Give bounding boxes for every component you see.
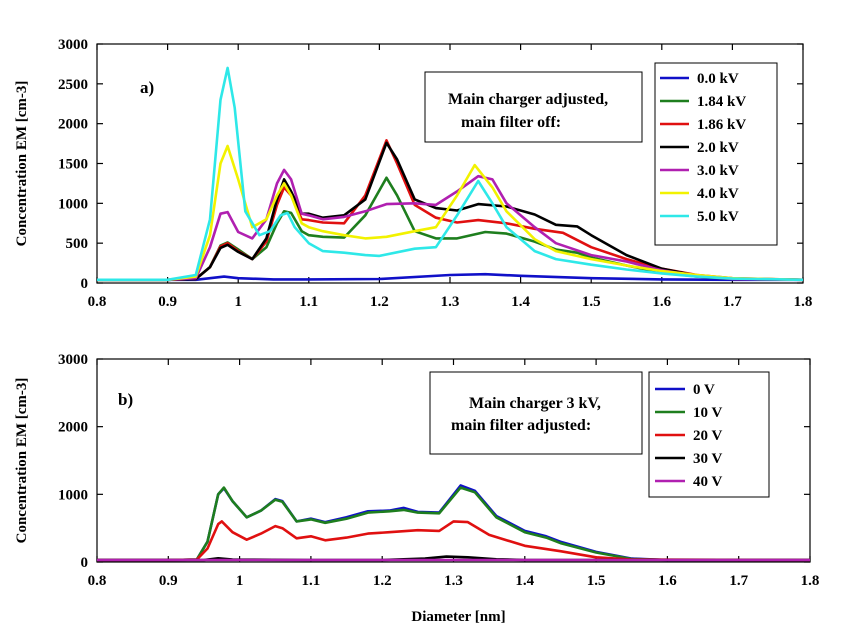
x-tick-label: 0.9	[158, 294, 177, 310]
x-tick-label: 0.8	[88, 294, 107, 310]
x-tick-label: 1.6	[652, 294, 671, 310]
y-tick-label: 2500	[58, 77, 88, 93]
annotation-text: Main charger adjusted,	[448, 91, 608, 108]
x-tick-label: 1.2	[373, 573, 392, 589]
panel-label: b)	[118, 390, 133, 409]
x-tick-label: 0.9	[159, 573, 178, 589]
x-tick-label: 1.6	[658, 573, 677, 589]
series-line-0-0-kv	[97, 272, 803, 282]
x-tick-label: 1.7	[729, 573, 748, 589]
annotation-text: Main charger 3 kV,	[469, 395, 601, 412]
legend-entry: 4.0 kV	[697, 186, 739, 202]
legend: 0 V 10 V 20 V 30 V 40 V	[648, 371, 770, 498]
x-tick-label: 1.1	[299, 294, 318, 310]
y-tick-label: 2000	[58, 420, 88, 436]
x-tick-label: 1.2	[370, 294, 389, 310]
legend-entry: 0 V	[693, 382, 715, 398]
series-line-4-0-kv	[97, 144, 803, 282]
y-tick-label: 1000	[58, 487, 88, 503]
chart-panel-b: 0.8 0.9 1 1.1 1.2 1.3 1.4 1.5 1.6 1.7 1.8 0 1000 2000…	[14, 352, 819, 625]
legend-entry: 1.84 kV	[697, 94, 746, 110]
chart-panel-a: 0.8 0.9 1 1.1 1.2 1.3 1.4 1.5 1.6 1.7 1.8 0 500 1000 1…	[14, 37, 812, 310]
series-line-20-v	[97, 520, 810, 562]
legend-entry: 0.0 kV	[697, 71, 739, 87]
series-group	[97, 484, 810, 562]
x-tick-label: 0.8	[88, 573, 107, 589]
annotation-text: main filter adjusted:	[451, 417, 591, 434]
series-group	[97, 66, 803, 282]
x-tick-label: 1.4	[511, 294, 530, 310]
annotation-text: main filter off:	[461, 114, 561, 131]
legend: 0.0 kV 1.84 kV 1.86 kV 2.0 kV 3.0 kV 4.0 kV 5.…	[654, 62, 778, 246]
series-line-10-v	[97, 486, 810, 562]
y-axis-label: Concentration EM [cm-3]	[14, 378, 30, 544]
x-tick-label: 1	[234, 294, 242, 310]
y-tick-label: 0	[81, 555, 89, 571]
x-axis-label: Diameter [nm]	[411, 609, 505, 625]
legend-entry: 3.0 kV	[697, 163, 739, 179]
panel-label: a)	[140, 78, 154, 97]
x-tick-label: 1.3	[441, 294, 460, 310]
annotation-box	[424, 71, 643, 143]
legend-box	[654, 62, 778, 246]
x-tick-label: 1.1	[302, 573, 321, 589]
annotation-box	[429, 371, 643, 455]
legend-entry: 1.86 kV	[697, 117, 746, 133]
y-tick-label: 1500	[58, 157, 88, 173]
legend-entry: 20 V	[693, 428, 722, 444]
series-line-2-0-kv	[97, 141, 803, 282]
legend-entry: 30 V	[693, 451, 722, 467]
x-tick-label: 1.8	[794, 294, 813, 310]
x-tick-label: 1.8	[801, 573, 820, 589]
legend-entry: 2.0 kV	[697, 140, 739, 156]
legend-entry: 10 V	[693, 405, 722, 421]
x-tick-label: 1.5	[587, 573, 606, 589]
y-tick-label: 2000	[58, 117, 88, 133]
x-tick-label: 1.4	[515, 573, 534, 589]
x-tick-label: 1.7	[723, 294, 742, 310]
y-tick-label: 500	[66, 236, 89, 252]
series-line-3-0-kv	[97, 168, 803, 282]
x-tick-label: 1.5	[582, 294, 601, 310]
series-line-5-0-kv	[97, 66, 803, 282]
legend-entry: 40 V	[693, 474, 722, 490]
y-tick-label: 3000	[58, 37, 88, 53]
y-tick-label: 3000	[58, 352, 88, 368]
y-tick-label: 0	[81, 276, 89, 292]
x-tick-label: 1	[236, 573, 244, 589]
y-tick-label: 1000	[58, 196, 88, 212]
x-tick-label: 1.3	[444, 573, 463, 589]
y-axis-label: Concentration EM [cm-3]	[14, 81, 30, 247]
legend-entry: 5.0 kV	[697, 209, 739, 225]
